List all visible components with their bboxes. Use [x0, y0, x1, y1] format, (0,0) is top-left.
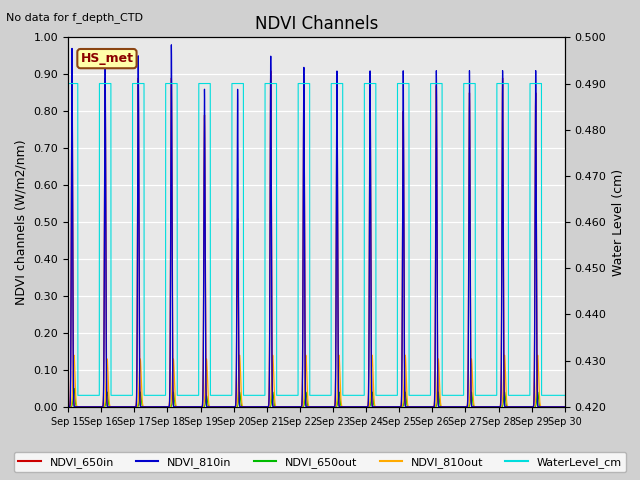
- Title: NDVI Channels: NDVI Channels: [255, 15, 378, 33]
- Legend: NDVI_650in, NDVI_810in, NDVI_650out, NDVI_810out, WaterLevel_cm: NDVI_650in, NDVI_810in, NDVI_650out, NDV…: [14, 452, 626, 472]
- Text: HS_met: HS_met: [81, 52, 134, 65]
- Y-axis label: Water Level (cm): Water Level (cm): [612, 168, 625, 276]
- Text: No data for f_depth_CTD: No data for f_depth_CTD: [6, 12, 143, 23]
- Y-axis label: NDVI channels (W/m2/nm): NDVI channels (W/m2/nm): [15, 139, 28, 305]
